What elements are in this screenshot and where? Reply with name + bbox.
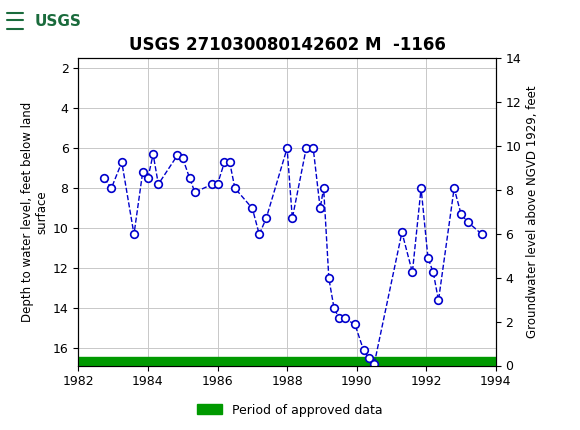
- Y-axis label: Groundwater level above NGVD 1929, feet: Groundwater level above NGVD 1929, feet: [525, 86, 539, 338]
- Bar: [3, 2, 78, 43]
- Legend: Period of approved data: Period of approved data: [192, 399, 388, 421]
- Bar: [78, 357, 496, 366]
- Y-axis label: Depth to water level, feet below land
surface: Depth to water level, feet below land su…: [20, 101, 49, 322]
- Text: USGS: USGS: [116, 14, 171, 31]
- Title: USGS 271030080142602 M  -1166: USGS 271030080142602 M -1166: [129, 36, 445, 54]
- Text: USGS: USGS: [35, 14, 81, 29]
